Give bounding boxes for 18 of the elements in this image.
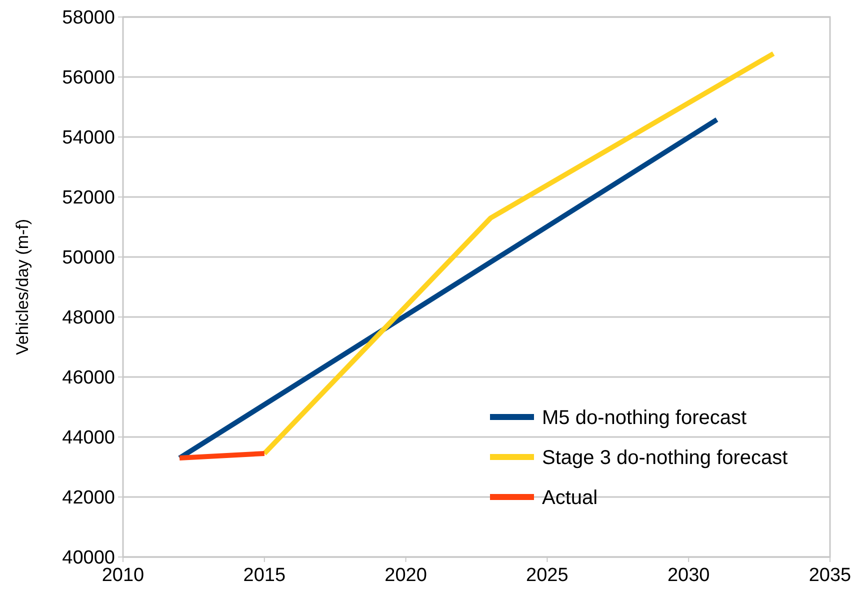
x-tick-label: 2025 <box>526 565 568 586</box>
y-tick-label: 58000 <box>62 8 115 29</box>
legend-label: Stage 3 do-nothing forecast <box>542 447 788 469</box>
x-tick-label: 2035 <box>808 565 852 586</box>
x-tick-label: 2020 <box>384 565 427 586</box>
y-tick-label: 54000 <box>62 128 115 149</box>
x-tick-label: 2015 <box>243 565 286 586</box>
y-tick-label: 46000 <box>62 368 115 389</box>
y-tick-label: 56000 <box>62 68 115 89</box>
y-tick-label: 52000 <box>62 188 115 209</box>
legend-label: M5 do-nothing forecast <box>542 407 748 429</box>
legend-label: Actual <box>542 487 598 509</box>
y-tick-label: 44000 <box>62 428 115 449</box>
y-tick-label: 48000 <box>62 308 115 329</box>
y-axis-title: Vehicles/day (m-f) <box>12 218 32 356</box>
y-tick-label: 42000 <box>62 488 115 509</box>
x-tick-label: 2030 <box>667 565 710 586</box>
y-tick-label: 50000 <box>62 248 115 269</box>
